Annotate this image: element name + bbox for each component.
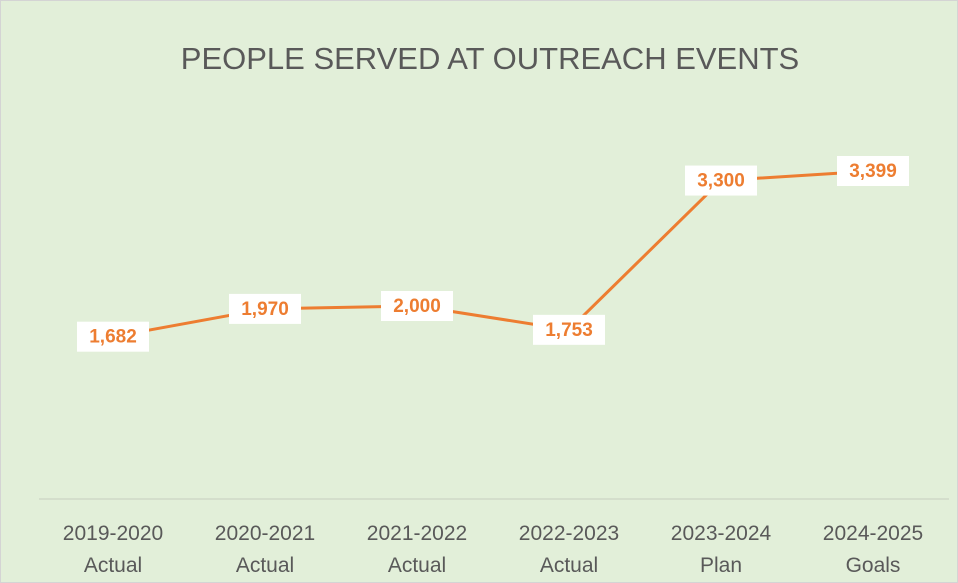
data-label: 1,753 [545, 320, 593, 341]
data-label-box [381, 291, 453, 321]
data-label-box [77, 321, 149, 352]
data-label-box [685, 165, 757, 196]
data-label: 3,399 [849, 161, 897, 182]
data-label: 2,000 [393, 296, 441, 317]
data-label: 1,682 [89, 327, 137, 348]
x-tick-label: 2022-2023 Actual [518, 522, 620, 577]
x-tick-label: 2021-2022 Actual [366, 522, 468, 577]
data-label-box [837, 155, 909, 186]
chart-title: PEOPLE SERVED AT OUTREACH EVENTS [181, 41, 799, 76]
x-tick-label: 2020-2021 Actual [214, 522, 316, 577]
x-tick-label: 2023-2024 Plan [670, 522, 772, 577]
data-label: 3,300 [697, 171, 745, 192]
data-label-box [229, 293, 301, 324]
data-label: 1,970 [241, 299, 289, 320]
series-line [112, 169, 874, 339]
x-tick-label: 2024-2025 Goals [822, 522, 924, 577]
x-tick-label: 2019-2020 Actual [62, 522, 164, 577]
data-label-box [533, 314, 605, 345]
